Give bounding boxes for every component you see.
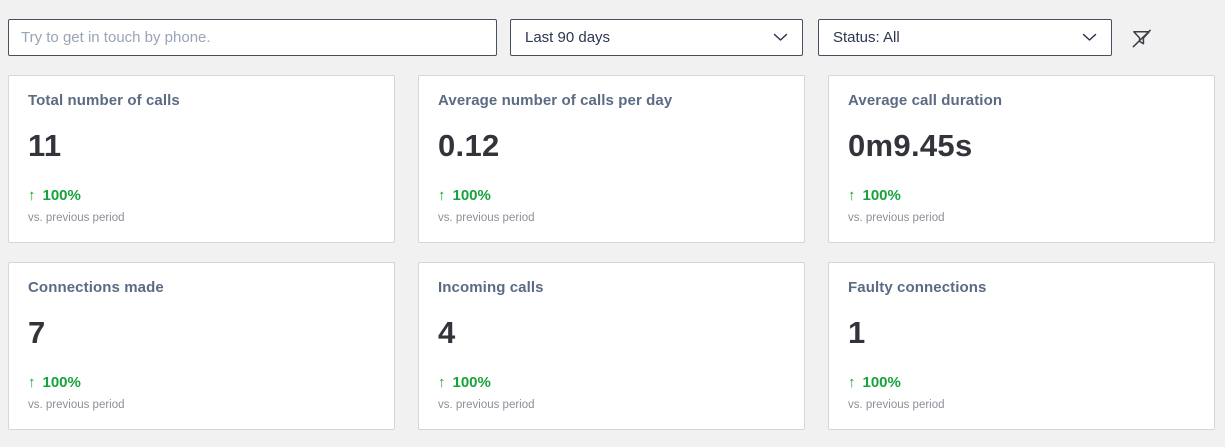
card-title: Incoming calls <box>438 279 544 296</box>
card-delta: ↑ 100% <box>848 188 1194 204</box>
delta-percent: 100% <box>862 187 901 204</box>
status-select[interactable]: Status: All <box>818 19 1112 56</box>
card-comparison-note: vs. previous period <box>848 399 945 411</box>
trend-up-arrow-icon: ↑ <box>848 187 856 204</box>
card-title: Faulty connections <box>848 279 987 296</box>
stat-card-total-calls: Total number of calls 11 ↑ 100% vs. prev… <box>8 75 395 243</box>
delta-percent: 100% <box>42 374 81 391</box>
stat-card-incoming-calls: Incoming calls 4 ↑ 100% vs. previous per… <box>418 262 805 430</box>
date-range-select[interactable]: Last 90 days <box>510 19 803 56</box>
card-delta: ↑ 100% <box>28 188 374 204</box>
trend-up-arrow-icon: ↑ <box>438 374 446 391</box>
trend-up-arrow-icon: ↑ <box>438 187 446 204</box>
filters-toolbar: Last 90 days Status: All <box>0 0 1225 75</box>
clear-filters-button[interactable] <box>1124 23 1158 53</box>
chevron-down-icon <box>773 33 788 41</box>
card-value: 0.12 <box>438 128 500 163</box>
card-title: Average call duration <box>848 92 1003 109</box>
stat-card-avg-call-duration: Average call duration 0m9.45s ↑ 100% vs.… <box>828 75 1215 243</box>
card-delta: ↑ 100% <box>28 375 374 391</box>
card-comparison-note: vs. previous period <box>28 399 125 411</box>
search-input[interactable] <box>8 19 497 56</box>
stat-card-connections-made: Connections made 7 ↑ 100% vs. previous p… <box>8 262 395 430</box>
card-comparison-note: vs. previous period <box>848 212 945 224</box>
card-title: Connections made <box>28 279 164 296</box>
trend-up-arrow-icon: ↑ <box>848 374 856 391</box>
card-value: 11 <box>28 128 62 163</box>
delta-percent: 100% <box>42 187 81 204</box>
chevron-down-icon <box>1082 33 1097 41</box>
delta-percent: 100% <box>862 374 901 391</box>
status-value: Status: All <box>833 29 900 46</box>
card-value: 4 <box>438 315 456 350</box>
card-value: 1 <box>848 315 866 350</box>
trend-up-arrow-icon: ↑ <box>28 374 36 391</box>
card-comparison-note: vs. previous period <box>438 399 535 411</box>
stats-card-grid: Total number of calls 11 ↑ 100% vs. prev… <box>8 75 1215 430</box>
filter-off-icon <box>1132 29 1151 47</box>
delta-percent: 100% <box>452 374 491 391</box>
stat-card-faulty-connections: Faulty connections 1 ↑ 100% vs. previous… <box>828 262 1215 430</box>
card-title: Total number of calls <box>28 92 180 109</box>
trend-up-arrow-icon: ↑ <box>28 187 36 204</box>
card-value: 0m9.45s <box>848 128 973 163</box>
card-comparison-note: vs. previous period <box>438 212 535 224</box>
card-delta: ↑ 100% <box>438 375 784 391</box>
stat-card-avg-calls-per-day: Average number of calls per day 0.12 ↑ 1… <box>418 75 805 243</box>
card-comparison-note: vs. previous period <box>28 212 125 224</box>
card-title: Average number of calls per day <box>438 92 673 109</box>
card-delta: ↑ 100% <box>438 188 784 204</box>
card-value: 7 <box>28 315 46 350</box>
card-delta: ↑ 100% <box>848 375 1194 391</box>
delta-percent: 100% <box>452 187 491 204</box>
date-range-value: Last 90 days <box>525 29 611 46</box>
